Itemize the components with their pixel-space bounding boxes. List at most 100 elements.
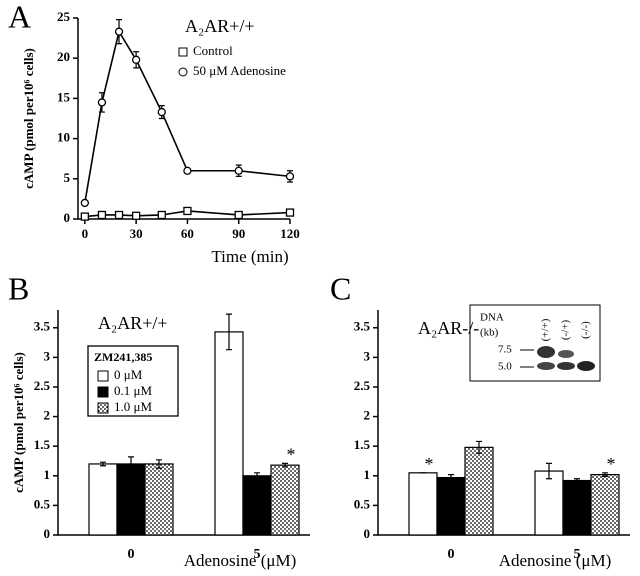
x-tick-label: 0 [82, 226, 89, 241]
error-bar [574, 478, 580, 483]
panel-title: A₂AR+/+ [185, 16, 255, 36]
panel-title: A₂AR+/+ [98, 313, 168, 333]
y-tick-label: 0 [64, 210, 71, 225]
marker [234, 166, 243, 175]
error-bar [128, 456, 134, 472]
marker [114, 210, 124, 220]
legend-swatch [97, 370, 109, 382]
marker [157, 210, 166, 220]
bar [242, 475, 272, 536]
y-tick-label: 0 [44, 526, 51, 541]
x-tick-label: 120 [280, 226, 300, 241]
y-tick-label: 3.5 [354, 319, 371, 334]
y-tick-label: 2 [364, 408, 371, 423]
error-bar [226, 313, 232, 351]
inset-title: DNA [480, 312, 504, 324]
legend-title: ZM241,385 [94, 350, 152, 364]
y-tick-label: 1.5 [34, 437, 51, 452]
y-tick-label: 0.5 [34, 496, 51, 511]
y-tick-label: 20 [57, 49, 70, 64]
y-tick-label: 5 [64, 170, 71, 185]
legend-swatch [97, 402, 109, 414]
panel-letter: C [330, 270, 351, 306]
y-tick-label: 10 [57, 130, 70, 145]
marker [80, 198, 89, 208]
x-axis-label: Adenosine (μM) [184, 551, 297, 570]
error-bar [546, 462, 552, 480]
y-tick-label: 1.5 [354, 437, 371, 452]
y-axis-label: cAMP (pmol per10⁶ cells) [21, 48, 36, 189]
marker [97, 210, 107, 220]
marker [183, 166, 192, 175]
legend-label: 1.0 μM [114, 399, 152, 414]
marker [285, 208, 295, 217]
legend-marker [178, 47, 188, 57]
y-tick-label: 25 [57, 9, 71, 24]
error-bar [282, 462, 288, 468]
inset-lane-label: (-/+) [560, 320, 572, 341]
marker [157, 107, 166, 117]
inset-lane-label: (+/+) [540, 318, 552, 341]
y-tick-label: 0.5 [354, 496, 371, 511]
marker [131, 211, 141, 220]
significance-marker: * [607, 454, 616, 474]
error-bar [100, 461, 106, 467]
inset-gel [469, 304, 601, 382]
marker [285, 172, 295, 181]
legend-swatch [97, 386, 109, 398]
y-tick-label: 3.5 [34, 319, 51, 334]
error-bar [254, 472, 260, 480]
y-tick-label: 0 [364, 526, 371, 541]
x-axis-label: Adenosine (μM) [499, 551, 612, 570]
bar [270, 464, 300, 536]
bar [562, 479, 592, 536]
marker [114, 27, 124, 36]
bar [214, 331, 244, 536]
error-bar [602, 472, 608, 477]
y-tick-label: 2 [44, 408, 51, 423]
y-axis-label: cAMP (pmol per10⁶ cells) [11, 352, 26, 493]
y-tick-label: 3 [44, 348, 51, 363]
x-tick-label: 5 [254, 547, 261, 562]
bar [436, 476, 466, 536]
y-tick-label: 1 [44, 467, 51, 482]
x-tick-label: 0 [128, 547, 135, 562]
inset-size-label: 7.5 [498, 344, 512, 356]
significance-marker: * [425, 454, 434, 474]
bar [88, 463, 118, 536]
bar [534, 470, 564, 536]
y-tick-label: 2.5 [34, 378, 51, 393]
bar [590, 474, 620, 536]
error-bar [476, 440, 482, 454]
inset-title: (kb) [480, 327, 499, 339]
panel-title: A₂AR-/- [418, 318, 479, 338]
legend-label: 0.1 μM [114, 383, 152, 398]
x-tick-label: 0 [448, 547, 455, 562]
x-tick-label: 60 [181, 226, 194, 241]
x-tick-label: 5 [574, 547, 581, 562]
y-tick-label: 3 [364, 348, 371, 363]
panel-letter: A [8, 0, 31, 34]
bar [464, 446, 494, 536]
legend-label: Control [193, 43, 233, 58]
y-tick-label: 15 [57, 89, 71, 104]
y-tick-label: 1 [364, 467, 371, 482]
marker [80, 212, 89, 221]
x-axis-label: Time (min) [211, 247, 288, 266]
legend-marker [178, 67, 188, 77]
inset-size-label: 5.0 [498, 361, 512, 373]
bar [144, 463, 174, 536]
marker [234, 210, 243, 220]
inset-lane-label: (-/-) [580, 321, 592, 339]
series-line [84, 29, 291, 204]
marker [97, 98, 107, 107]
marker [131, 55, 141, 64]
bar [116, 463, 146, 536]
x-tick-label: 30 [130, 226, 143, 241]
marker [183, 206, 192, 216]
legend-label: 50 μM Adenosine [193, 63, 286, 78]
x-tick-label: 90 [232, 226, 245, 241]
legend-label: 0 μM [114, 367, 143, 382]
panel-letter: B [8, 270, 29, 306]
